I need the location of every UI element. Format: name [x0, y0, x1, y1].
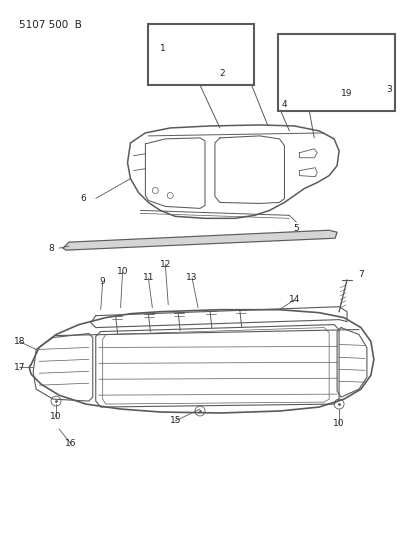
- Text: 6: 6: [80, 194, 85, 203]
- Text: 13: 13: [186, 273, 198, 282]
- Polygon shape: [63, 230, 336, 250]
- Text: 18: 18: [13, 337, 25, 346]
- Text: 10: 10: [333, 419, 344, 429]
- Text: 11: 11: [142, 273, 154, 282]
- Bar: [148, 23, 253, 85]
- Text: 14: 14: [288, 295, 299, 304]
- Polygon shape: [289, 52, 348, 99]
- Text: 1: 1: [160, 44, 166, 53]
- Bar: [277, 34, 394, 111]
- Text: 17: 17: [13, 363, 25, 372]
- Text: 4: 4: [281, 100, 287, 109]
- Text: 5: 5: [293, 224, 299, 233]
- Text: 16: 16: [65, 439, 76, 448]
- Text: 10: 10: [117, 268, 128, 277]
- Text: 9: 9: [99, 277, 105, 286]
- Text: 5107 500  B: 5107 500 B: [19, 20, 82, 30]
- Text: 15: 15: [169, 416, 180, 425]
- Text: 2: 2: [218, 69, 224, 78]
- Text: 3: 3: [385, 85, 391, 94]
- Text: 7: 7: [357, 270, 363, 279]
- Polygon shape: [180, 37, 188, 77]
- Text: 8: 8: [48, 244, 54, 253]
- Text: 10: 10: [50, 413, 62, 422]
- Text: 19: 19: [340, 88, 352, 98]
- Text: 12: 12: [159, 260, 171, 269]
